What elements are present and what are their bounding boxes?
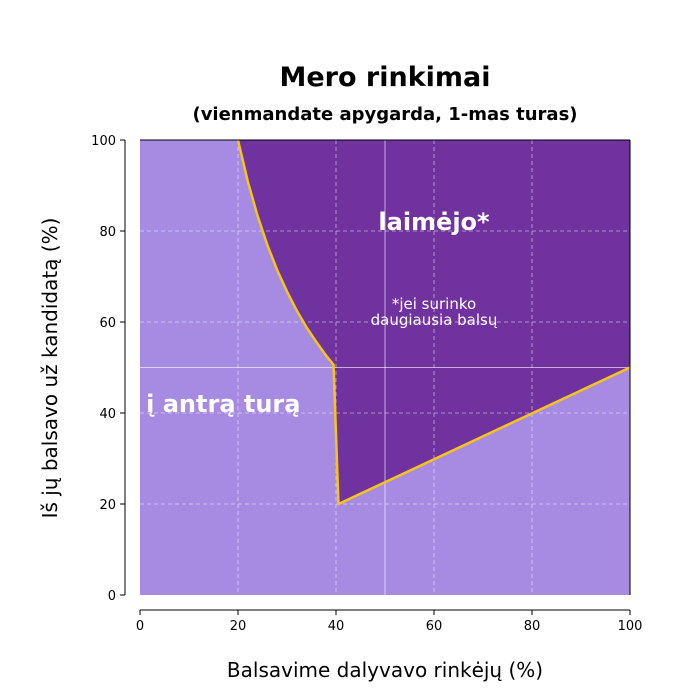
plot-area: 0 20 40 60 80 100 0 20 40 60 80 100 laimėjo* į antrą …	[91, 134, 642, 634]
x-tick-label: 0	[136, 619, 144, 634]
y-tick-label: 100	[91, 134, 116, 149]
x-tick-label: 80	[524, 619, 541, 634]
x-tick-label: 20	[230, 619, 247, 634]
chart-subtitle: (vienmandate apygarda, 1-mas turas)	[192, 104, 577, 125]
x-axis-label: Balsavime dalyvavo rinkėjų (%)	[227, 658, 543, 682]
y-tick-label: 80	[99, 225, 116, 240]
y-tick-label: 20	[99, 498, 116, 513]
boundary-line	[236, 139, 631, 506]
runoff-label: į antrą turą	[146, 390, 300, 418]
y-tick-label: 0	[108, 589, 116, 604]
x-tick-label: 60	[426, 619, 443, 634]
x-tick-label: 40	[328, 619, 345, 634]
x-tick-label: 100	[618, 619, 643, 634]
note-line: daugiausia balsų	[371, 311, 498, 329]
note-line: *jei surinko	[392, 295, 476, 313]
y-axis-label: Iš jų balsavo už kandidatą (%)	[38, 218, 62, 519]
chart-title: Mero rinkimai	[279, 62, 490, 93]
y-tick-label: 40	[99, 407, 116, 422]
y-tick-label: 60	[99, 316, 116, 331]
winner-label: laimėjo*	[378, 208, 490, 236]
